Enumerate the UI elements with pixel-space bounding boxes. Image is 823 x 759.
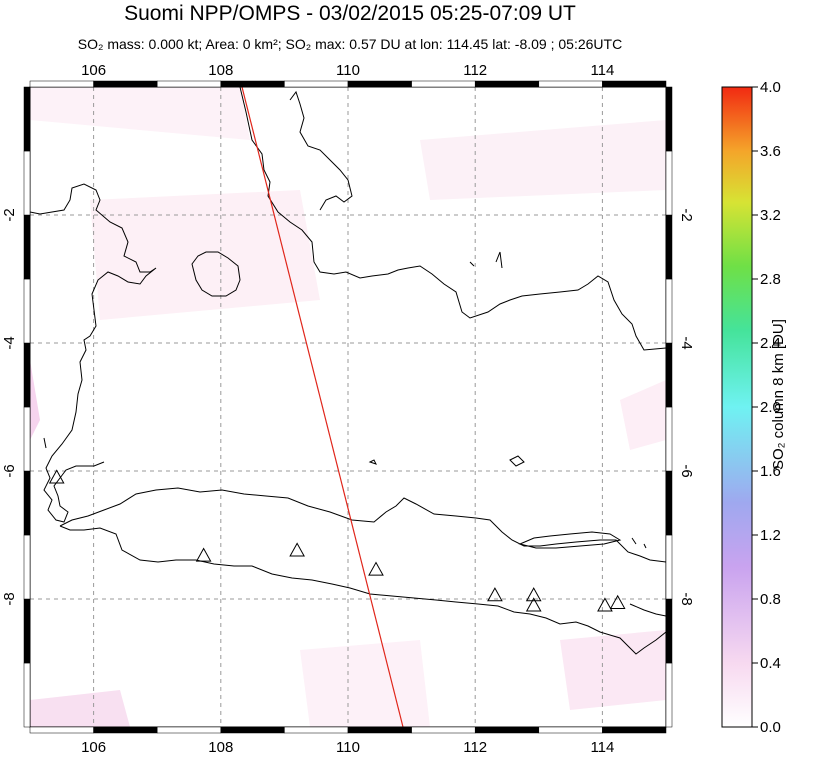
colorbar-tick-label: 3.6 (760, 143, 781, 160)
frame-bar-bottom (220, 726, 285, 734)
frame-bar-right (665, 214, 673, 280)
madura-island-coast (518, 531, 622, 549)
colorbar-tick-label: 1.6 (760, 463, 781, 480)
frame-bar-bottom (29, 726, 94, 734)
frame-bar-left (23, 470, 31, 536)
frame-bar-right (665, 86, 673, 152)
frame-bar-bottom (156, 726, 222, 734)
frame-bar-bottom (93, 726, 158, 734)
lon-tick-label-top: 112 (463, 62, 487, 79)
frame-bar-right (665, 534, 673, 600)
colorbar-tick-label: 2.0 (760, 399, 781, 416)
lat-tick-label-right: -2 (678, 208, 695, 221)
lon-tick-label-top: 114 (590, 62, 614, 79)
colorbar-tick-label: 1.2 (760, 527, 781, 544)
frame-bar-left (23, 406, 31, 472)
frame-bar-left (23, 150, 31, 216)
frame-bar-left (23, 662, 31, 728)
frame-bar-top (347, 80, 412, 88)
frame-bar-top (220, 80, 285, 88)
volcano-markers (48, 469, 626, 612)
frame-bar-bottom (411, 726, 476, 734)
sumatra-coast (30, 183, 157, 523)
frame-bar-top (284, 80, 349, 88)
frame-bar-left (23, 86, 31, 152)
bali-coast (629, 603, 666, 617)
frame-bar-left (23, 598, 31, 664)
frame-bar-left (23, 534, 31, 600)
lat-tick-label-left: -6 (1, 464, 18, 477)
frame-bar-left (23, 342, 31, 408)
lon-tick-label-top: 110 (336, 62, 360, 79)
lat-tick-label-right: -4 (678, 336, 695, 349)
lon-tick-label-bottom: 114 (590, 739, 614, 756)
frame-bar-right (665, 342, 673, 408)
java-coast (59, 487, 666, 655)
frame-bar-right (665, 662, 673, 728)
frame-bar-bottom (474, 726, 540, 734)
lat-tick-label-left: -4 (1, 336, 18, 349)
volcano-marker (525, 587, 542, 602)
small-islands (43, 251, 647, 549)
map-frame (23, 80, 673, 734)
lon-tick-label-bottom: 108 (208, 739, 233, 756)
borneo-east-coast (289, 90, 353, 211)
volcano-marker (195, 547, 212, 562)
lat-tick-label-right: -6 (678, 464, 695, 477)
frame-bar-right (665, 150, 673, 216)
map-subtitle: SO₂ mass: 0.000 kt; Area: 0 km²; SO₂ max… (77, 36, 623, 52)
frame-bar-bottom (538, 726, 603, 734)
map-grid (30, 87, 666, 727)
volcano-marker (597, 597, 613, 612)
lat-tick-label-left: -8 (1, 592, 18, 605)
frame-bar-left (23, 278, 31, 344)
colorbar-ticks: 0.0 0.4 0.8 1.2 1.6 2.0 2.4 2.8 3.2 3.6 4.0 (752, 79, 781, 736)
frame-bar-top (156, 80, 222, 88)
volcano-marker (487, 587, 503, 602)
frame-bar-right (665, 470, 673, 536)
colorbar-tick-label: 2.8 (760, 271, 781, 288)
frame-bar-bottom (284, 726, 349, 734)
bangka-island-coast (191, 251, 241, 297)
lon-tick-label-bottom: 106 (81, 739, 106, 756)
lon-tick-label-bottom: 112 (463, 739, 487, 756)
frame-bar-bottom (347, 726, 412, 734)
frame-bar-bottom (602, 726, 667, 734)
frame-bar-right (665, 598, 673, 664)
volcano-marker (525, 597, 542, 612)
colorbar-tick-label: 0.4 (760, 655, 781, 672)
coastlines (30, 87, 666, 655)
orbit-track-line (241, 86, 404, 728)
colorbar-tick-label: 0.0 (760, 719, 781, 736)
lat-tick-label-left: -2 (1, 208, 18, 221)
axis-tick-labels: 106 106 108 108 110 110 112 112 114 114 -2 -2 -4 -4 -6… (1, 62, 695, 756)
frame-bar-top (93, 80, 158, 88)
frame-bar-top (29, 80, 94, 88)
colorbar-tick-label: 0.8 (760, 591, 781, 608)
lon-tick-label-top: 106 (81, 62, 106, 79)
frame-bar-top (411, 80, 476, 88)
frame-bar-top (474, 80, 540, 88)
volcano-marker (368, 561, 384, 576)
lon-tick-label-top: 108 (208, 62, 233, 79)
volcano-marker (48, 469, 65, 484)
volcano-marker (609, 594, 626, 609)
colorbar-tick-label: 4.0 (760, 79, 781, 96)
borneo-coast (239, 87, 666, 351)
colorbar-tick-label: 3.2 (760, 207, 781, 224)
frame-bar-right (665, 278, 673, 344)
lon-tick-label-bottom: 110 (336, 739, 360, 756)
frame-bar-left (23, 214, 31, 280)
frame-bar-right (665, 406, 673, 472)
frame-bar-top (538, 80, 603, 88)
lat-tick-label-right: -8 (678, 592, 695, 605)
colorbar (721, 86, 753, 728)
colorbar-tick-label: 2.4 (760, 335, 781, 352)
volcano-marker (289, 542, 305, 557)
frame-bar-top (602, 80, 667, 88)
map-title: Suomi NPP/OMPS - 03/02/2015 05:25-07:09 … (124, 2, 576, 25)
colorbar-title: SO₂ column 8 km [DU] (770, 319, 787, 470)
